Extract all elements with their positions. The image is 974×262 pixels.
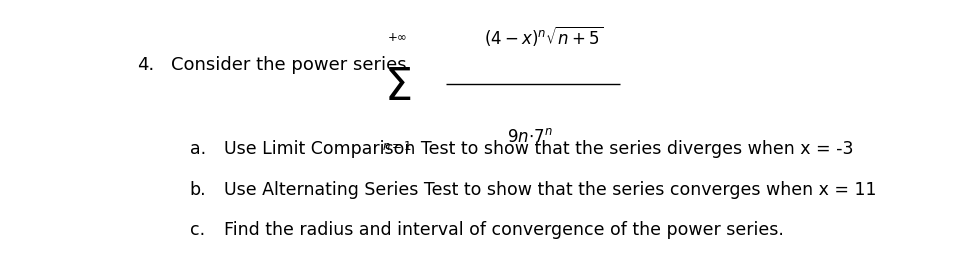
Text: $n=1$: $n=1$ [382,140,412,153]
Text: a.: a. [190,140,206,159]
Text: b.: b. [190,181,206,199]
Text: $+\infty$: $+\infty$ [387,31,407,43]
Text: $9n{\cdot}7^n$: $9n{\cdot}7^n$ [506,128,552,146]
Text: 4.: 4. [136,56,154,74]
Text: $(4-x)^n\sqrt{n+5}$: $(4-x)^n\sqrt{n+5}$ [484,24,603,48]
Text: c.: c. [190,221,205,239]
Text: $\Sigma$: $\Sigma$ [384,67,411,110]
Text: Find the radius and interval of convergence of the power series.: Find the radius and interval of converge… [224,221,783,239]
Text: Use Alternating Series Test to show that the series converges when x = 11: Use Alternating Series Test to show that… [224,181,877,199]
Text: Use Limit Comparison Test to show that the series diverges when x = -3: Use Limit Comparison Test to show that t… [224,140,853,159]
Text: Consider the power series: Consider the power series [170,56,406,74]
